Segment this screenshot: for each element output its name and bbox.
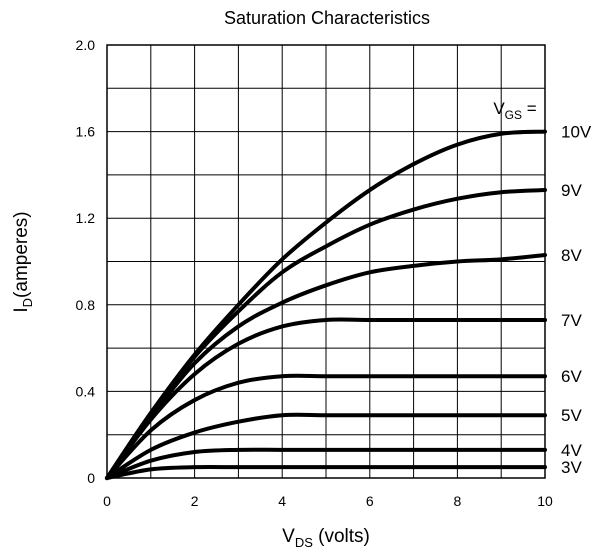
y-tick-label: 0.8	[76, 297, 96, 313]
curve-vgs-5v	[105, 412, 547, 480]
curve-vgs-9v	[105, 188, 547, 480]
x-tick-label: 6	[366, 493, 374, 509]
x-tick-labels: 0 2 4 6 8 10	[103, 493, 553, 509]
curve-vgs-8v	[105, 253, 547, 480]
series-label: 5V	[561, 406, 582, 425]
series-label: 9V	[561, 181, 582, 200]
series-label: 6V	[561, 367, 582, 386]
legend-header: VGS =	[493, 99, 536, 122]
chart-title: Saturation Characteristics	[224, 8, 430, 28]
series-label: 7V	[561, 311, 582, 330]
y-tick-labels: 0 0.4 0.8 1.2 1.6 2.0	[76, 37, 96, 486]
x-tick-label: 8	[454, 493, 462, 509]
x-tick-label: 2	[191, 493, 199, 509]
curve-vgs-3v	[105, 465, 547, 480]
y-tick-label: 1.2	[76, 210, 96, 226]
curve-vgs-6v	[105, 373, 547, 480]
y-tick-label: 0.4	[76, 383, 96, 399]
series-curves	[105, 129, 547, 480]
series-label: 8V	[561, 246, 582, 265]
x-tick-label: 4	[278, 493, 286, 509]
series-label: 10V	[561, 123, 592, 142]
curve-vgs-7v	[105, 317, 547, 480]
x-axis-label: VDS (volts)	[282, 526, 370, 550]
y-tick-label: 2.0	[76, 37, 96, 53]
series-label: 3V	[561, 458, 582, 477]
y-tick-label: 0	[87, 470, 95, 486]
x-tick-label: 10	[537, 493, 553, 509]
y-tick-label: 1.6	[76, 124, 96, 140]
y-axis-label: ID(amperes)	[11, 211, 35, 312]
curve-vgs-4v	[105, 447, 547, 480]
plot-frame	[106, 44, 546, 479]
x-tick-label: 0	[103, 493, 111, 509]
series-label: 4V	[561, 441, 582, 460]
